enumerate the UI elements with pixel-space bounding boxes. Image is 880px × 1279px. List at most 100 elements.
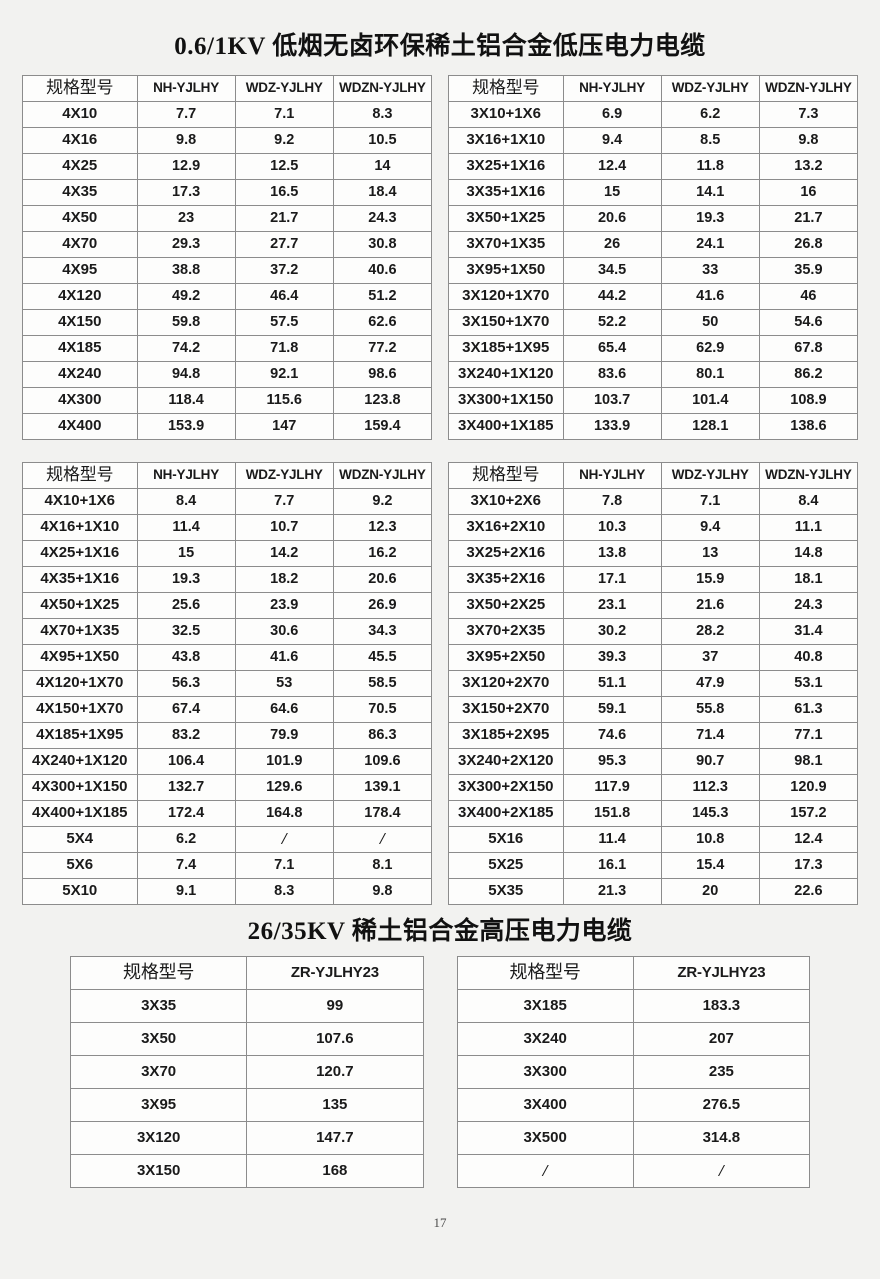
cell-value: 6.2 xyxy=(136,826,236,853)
cell-value: 94.8 xyxy=(136,361,236,388)
cell-value: 139.1 xyxy=(332,774,433,801)
cell-value: 25.6 xyxy=(136,592,236,619)
not-available-marker: / xyxy=(719,1160,724,1180)
cell-model: 4X25+1X16 xyxy=(22,540,138,567)
cell-value: 37 xyxy=(660,644,760,671)
table-row: 3X400 276.5 xyxy=(456,1088,811,1122)
table-row: 4X300 118.4 115.6 123.8 xyxy=(22,387,433,414)
cell-value: 157.2 xyxy=(758,800,859,827)
cell-model: 5X10 xyxy=(22,878,138,905)
cell-value: 101.9 xyxy=(234,748,334,775)
cell-value: 9.8 xyxy=(136,127,236,154)
table-row: 4X300+1X150 132.7 129.6 139.1 xyxy=(22,774,433,801)
table-row: 3X95+1X50 34.5 33 35.9 xyxy=(448,257,859,284)
cell-model: 4X70 xyxy=(22,231,138,258)
document-page: 0.6/1KV 低烟无卤环保稀土铝合金低压电力电缆 规格型号 NH-YJLHY … xyxy=(0,34,880,1279)
cell-value: 16.2 xyxy=(332,540,433,567)
cell-value: 53.1 xyxy=(758,670,859,697)
cell-value: 30.2 xyxy=(562,618,662,645)
table-row-lv-top: 规格型号 NH-YJLHY WDZ-YJLHY WDZN-YJLHY 4X10 7… xyxy=(0,75,880,440)
col-header-nh: NH-YJLHY xyxy=(136,75,236,102)
cell-value: 8.1 xyxy=(332,852,433,879)
cell-value: 11.4 xyxy=(562,826,662,853)
cell-value: 34.5 xyxy=(562,257,662,284)
cell-model: 4X150+1X70 xyxy=(22,696,138,723)
cell-model: 5X4 xyxy=(22,826,138,853)
cell-value: 129.6 xyxy=(234,774,334,801)
cell-value: 9.8 xyxy=(332,878,433,905)
cell-model: 3X35+2X16 xyxy=(448,566,564,593)
table-wrapper-lv-3plus1: 规格型号 NH-YJLHY WDZ-YJLHY WDZN-YJLHY 3X10+… xyxy=(448,75,859,440)
cell-value: 18.4 xyxy=(332,179,433,206)
cell-value: 62.9 xyxy=(660,335,760,362)
cell-value: 77.2 xyxy=(332,335,433,362)
table-body: 3X35 99 3X50 107.6 3X70 120.7 3X95 135 3X120 147.… xyxy=(69,989,424,1188)
cell-value: 7.4 xyxy=(136,852,236,879)
table-row: 4X16 9.8 9.2 10.5 xyxy=(22,127,433,154)
cell-value: 21.7 xyxy=(758,205,859,232)
cell-value: 35.9 xyxy=(758,257,859,284)
cell-value: 74.2 xyxy=(136,335,236,362)
cell-value: 18.1 xyxy=(758,566,859,593)
col-header-model: 规格型号 xyxy=(22,75,138,102)
cell-value: 132.7 xyxy=(136,774,236,801)
table-row: 4X35 17.3 16.5 18.4 xyxy=(22,179,433,206)
cell-value: 147.7 xyxy=(246,1121,424,1155)
section-spacer xyxy=(0,440,880,462)
cell-model: 3X120+1X70 xyxy=(448,283,564,310)
spec-table-hv-right: 规格型号 ZR-YJLHY23 3X185 183.3 3X240 207 3X300 2… xyxy=(456,956,811,1188)
cell-value: 71.4 xyxy=(660,722,760,749)
col-header-model: 规格型号 xyxy=(456,956,634,990)
cell-value: 24.3 xyxy=(758,592,859,619)
table-row: 4X240 94.8 92.1 98.6 xyxy=(22,361,433,388)
table-wrapper-lv-3plus2: 规格型号 NH-YJLHY WDZ-YJLHY WDZN-YJLHY 3X10+… xyxy=(448,462,859,905)
col-header-model: 规格型号 xyxy=(69,956,248,990)
cell-value: 120.7 xyxy=(246,1055,424,1089)
table-row: 3X240+1X120 83.6 80.1 86.2 xyxy=(448,361,859,388)
cell-model: 3X95+2X50 xyxy=(448,644,564,671)
cell-value: 26 xyxy=(562,231,662,258)
col-header-model: 规格型号 xyxy=(22,462,138,489)
cell-value: 83.6 xyxy=(562,361,662,388)
table-row: 4X240+1X120 106.4 101.9 109.6 xyxy=(22,748,433,775)
cell-value: 13.2 xyxy=(758,153,859,180)
cell-value: 12.4 xyxy=(562,153,662,180)
cell-value: 65.4 xyxy=(562,335,662,362)
table-head: 规格型号 ZR-YJLHY23 xyxy=(456,956,811,990)
cell-value: 145.3 xyxy=(660,800,760,827)
table-header-row: 规格型号 NH-YJLHY WDZ-YJLHY WDZN-YJLHY xyxy=(22,75,433,102)
cell-value: 9.2 xyxy=(332,488,433,515)
table-row: 4X120+1X70 56.3 53 58.5 xyxy=(22,670,433,697)
cell-value: 90.7 xyxy=(660,748,760,775)
table-row: 5X10 9.1 8.3 9.8 xyxy=(22,878,433,905)
cell-value: 70.5 xyxy=(332,696,433,723)
cell-model: 3X70+2X35 xyxy=(448,618,564,645)
table-head: 规格型号 NH-YJLHY WDZ-YJLHY WDZN-YJLHY xyxy=(448,75,859,102)
table-row: 3X300+2X150 117.9 112.3 120.9 xyxy=(448,774,859,801)
cell-value: 62.6 xyxy=(332,309,433,336)
cell-value: 83.2 xyxy=(136,722,236,749)
cell-model: 3X120 xyxy=(69,1121,248,1155)
table-row: 3X70+2X35 30.2 28.2 31.4 xyxy=(448,618,859,645)
cell-value: 86.3 xyxy=(332,722,433,749)
table-row: 3X70 120.7 xyxy=(69,1055,424,1089)
cell-value: 15.9 xyxy=(660,566,760,593)
col-header-wdzn: WDZN-YJLHY xyxy=(758,462,859,489)
cell-value: 61.3 xyxy=(758,696,859,723)
table-row: 3X16+2X10 10.3 9.4 11.1 xyxy=(448,514,859,541)
cell-value: 15 xyxy=(136,540,236,567)
cell-value: 30.6 xyxy=(234,618,334,645)
table-row-hv: 规格型号 ZR-YJLHY23 3X35 99 3X50 107.6 3X70 120.7… xyxy=(0,956,880,1188)
cell-model: 4X240 xyxy=(22,361,138,388)
cell-value: 138.6 xyxy=(758,413,859,440)
cell-value: 19.3 xyxy=(660,205,760,232)
cell-value: 7.1 xyxy=(234,852,334,879)
cell-value: 9.4 xyxy=(660,514,760,541)
table-row: 5X6 7.4 7.1 8.1 xyxy=(22,852,433,879)
cell-value: 117.9 xyxy=(562,774,662,801)
cell-value: 52.2 xyxy=(562,309,662,336)
table-row: 4X16+1X10 11.4 10.7 12.3 xyxy=(22,514,433,541)
cell-model: 4X16 xyxy=(22,127,138,154)
cell-value: 11.4 xyxy=(136,514,236,541)
cell-model: 4X185+1X95 xyxy=(22,722,138,749)
